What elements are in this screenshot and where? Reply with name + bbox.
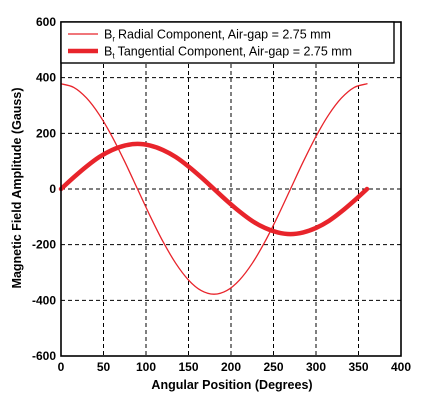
x-tick-label: 50 (97, 360, 111, 374)
x-tick-label: 400 (391, 360, 411, 374)
legend-tangential-label: Tangential Component, Air-gap = 2.75 mm (118, 45, 353, 59)
y-tick-label: 200 (36, 126, 56, 140)
series-line-radial (60, 83, 368, 295)
legend-box (60, 21, 395, 64)
legend-radial-label: Radial Component, Air-gap = 2.75 mm (118, 28, 331, 42)
x-tick-label: 300 (306, 360, 326, 374)
grid-lines (61, 22, 401, 356)
tick-labels: 0 50 100 150 200 250 300 350 400 -600 -400 -200 0 200… (32, 15, 411, 374)
series-line-tangential (58, 141, 370, 237)
legend-tangential-subscript: t (112, 52, 115, 61)
x-tick-label: 350 (348, 360, 368, 374)
x-tick-label: 150 (178, 360, 198, 374)
y-tick-label: -400 (32, 293, 56, 307)
x-tick-label: 0 (58, 360, 65, 374)
y-tick-label: -600 (32, 349, 56, 363)
legend-radial-subscript: r (112, 35, 115, 44)
y-tick-label: 600 (36, 15, 56, 29)
legend-tangential-symbol: B (104, 45, 112, 59)
legend-radial-symbol: B (104, 28, 112, 42)
y-tick-label: -200 (32, 238, 56, 252)
y-axis-title: Magnetic Field Amplitude (Gauss) (10, 88, 24, 289)
legend-entry-radial: Br Radial Component, Air-gap = 2.75 mm (104, 28, 331, 44)
legend: Br Radial Component, Air-gap = 2.75 mm Bt… (60, 21, 395, 64)
y-tick-label: 400 (36, 71, 56, 85)
x-axis-title: Angular Position (Degrees) (151, 378, 312, 392)
legend-entry-tangential: Bt Tangential Component, Air-gap = 2.75 m… (104, 45, 352, 61)
y-tick-label: 0 (49, 182, 56, 196)
x-tick-label: 250 (263, 360, 283, 374)
x-tick-label: 100 (136, 360, 156, 374)
x-tick-label: 200 (221, 360, 241, 374)
series-layer (58, 83, 370, 295)
